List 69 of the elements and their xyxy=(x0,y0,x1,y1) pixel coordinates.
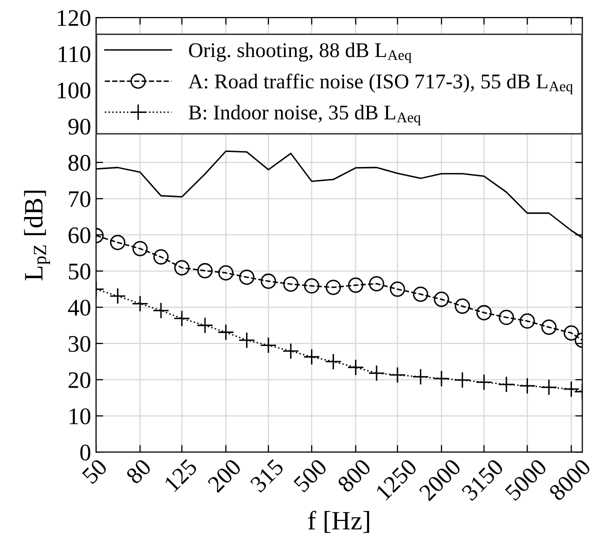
point xyxy=(368,276,384,292)
point xyxy=(153,249,169,265)
point xyxy=(218,324,234,341)
point xyxy=(390,282,406,297)
x-tick-label: 200 xyxy=(207,458,242,494)
point xyxy=(412,286,428,302)
point xyxy=(498,310,514,326)
y-tick-label: 20 xyxy=(68,372,90,388)
point xyxy=(454,298,470,314)
x-tick-label: 800 xyxy=(336,458,372,494)
y-tick-label: 80 xyxy=(68,154,90,171)
x-tick-label: 80 xyxy=(125,458,152,485)
point xyxy=(174,260,190,276)
y-tick-label: 60 xyxy=(68,227,90,244)
y-tick-label: 90 xyxy=(68,118,90,135)
point xyxy=(110,234,126,250)
point xyxy=(324,353,342,370)
y-tick-label: 100 xyxy=(58,82,90,98)
point xyxy=(348,278,364,293)
point xyxy=(152,302,170,319)
point xyxy=(520,313,535,329)
y-tick-label: 30 xyxy=(68,336,90,352)
y-axis-title: L$_{pZ}$ [dB] xyxy=(24,190,50,280)
point xyxy=(454,372,471,388)
y-tick-label: 50 xyxy=(68,264,90,280)
y-tick-label: 0 xyxy=(80,444,90,461)
point xyxy=(109,288,126,304)
point xyxy=(303,348,320,366)
point xyxy=(282,342,300,360)
x-tick-label: 315 xyxy=(250,458,284,493)
point xyxy=(238,332,256,349)
point xyxy=(132,295,148,312)
point xyxy=(347,359,364,376)
x-tick-label: 8000 xyxy=(548,458,592,502)
y-tick-label: 110 xyxy=(58,46,90,62)
point xyxy=(218,265,234,281)
point xyxy=(562,380,580,398)
point xyxy=(498,376,515,393)
point xyxy=(326,280,341,295)
x-tick-label: 500 xyxy=(293,458,328,493)
point xyxy=(260,336,277,354)
y-tick-label: 40 xyxy=(68,300,90,316)
legend-label: Orig. shooting, 88 dB L$_{Aeq}$ xyxy=(189,42,412,64)
point xyxy=(564,325,579,341)
point xyxy=(518,378,536,394)
x-axis-title: f [Hz] xyxy=(308,510,370,533)
point xyxy=(389,366,406,384)
point xyxy=(540,378,558,396)
y-tick-label: 120 xyxy=(58,10,90,26)
point xyxy=(304,278,320,294)
point xyxy=(541,320,557,335)
point xyxy=(196,317,214,334)
point xyxy=(239,270,254,285)
point xyxy=(132,240,148,256)
point xyxy=(260,274,276,289)
legend-label: B: Indoor noise, 35 dB L$_{Aeq}$ xyxy=(188,104,421,126)
point xyxy=(283,276,298,292)
y-tick-label: 10 xyxy=(70,408,90,424)
point xyxy=(174,310,190,327)
y-tick-label: 70 xyxy=(69,191,90,208)
legend-label: A: Road traffic noise (ISO 717-3), 55 dB L$_{Aeq}$ xyxy=(188,74,573,94)
point xyxy=(412,368,429,386)
point xyxy=(368,364,385,382)
point xyxy=(476,305,492,320)
point xyxy=(433,370,450,387)
point xyxy=(197,263,213,278)
point xyxy=(434,292,450,307)
x-tick-label: 125 xyxy=(164,458,198,492)
point xyxy=(476,374,492,391)
